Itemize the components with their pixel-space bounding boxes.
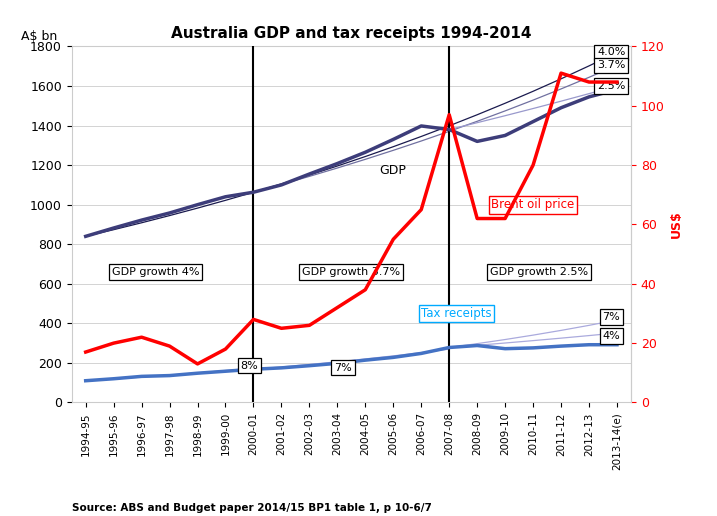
Text: GDP: GDP — [379, 164, 406, 176]
Text: 8%: 8% — [240, 361, 258, 370]
Text: Brent oil price: Brent oil price — [491, 198, 574, 211]
Y-axis label: US$: US$ — [670, 211, 683, 238]
Text: 7%: 7% — [334, 363, 352, 373]
Text: 4.0%: 4.0% — [597, 47, 625, 57]
Title: Australia GDP and tax receipts 1994-2014: Australia GDP and tax receipts 1994-2014 — [171, 26, 531, 41]
Text: Tax receipts: Tax receipts — [422, 307, 492, 320]
Text: GDP growth 3.7%: GDP growth 3.7% — [303, 267, 400, 277]
Text: 3.7%: 3.7% — [597, 60, 625, 70]
Text: GDP growth 2.5%: GDP growth 2.5% — [490, 267, 588, 277]
Text: 2.5%: 2.5% — [597, 81, 625, 91]
Text: 7%: 7% — [602, 312, 620, 322]
Text: GDP growth 4%: GDP growth 4% — [112, 267, 199, 277]
Text: 4%: 4% — [602, 331, 620, 341]
Text: A$ bn: A$ bn — [22, 30, 57, 43]
Text: Source: ABS and Budget paper 2014/15 BP1 table 1, p 10-6/7: Source: ABS and Budget paper 2014/15 BP1… — [72, 504, 432, 513]
